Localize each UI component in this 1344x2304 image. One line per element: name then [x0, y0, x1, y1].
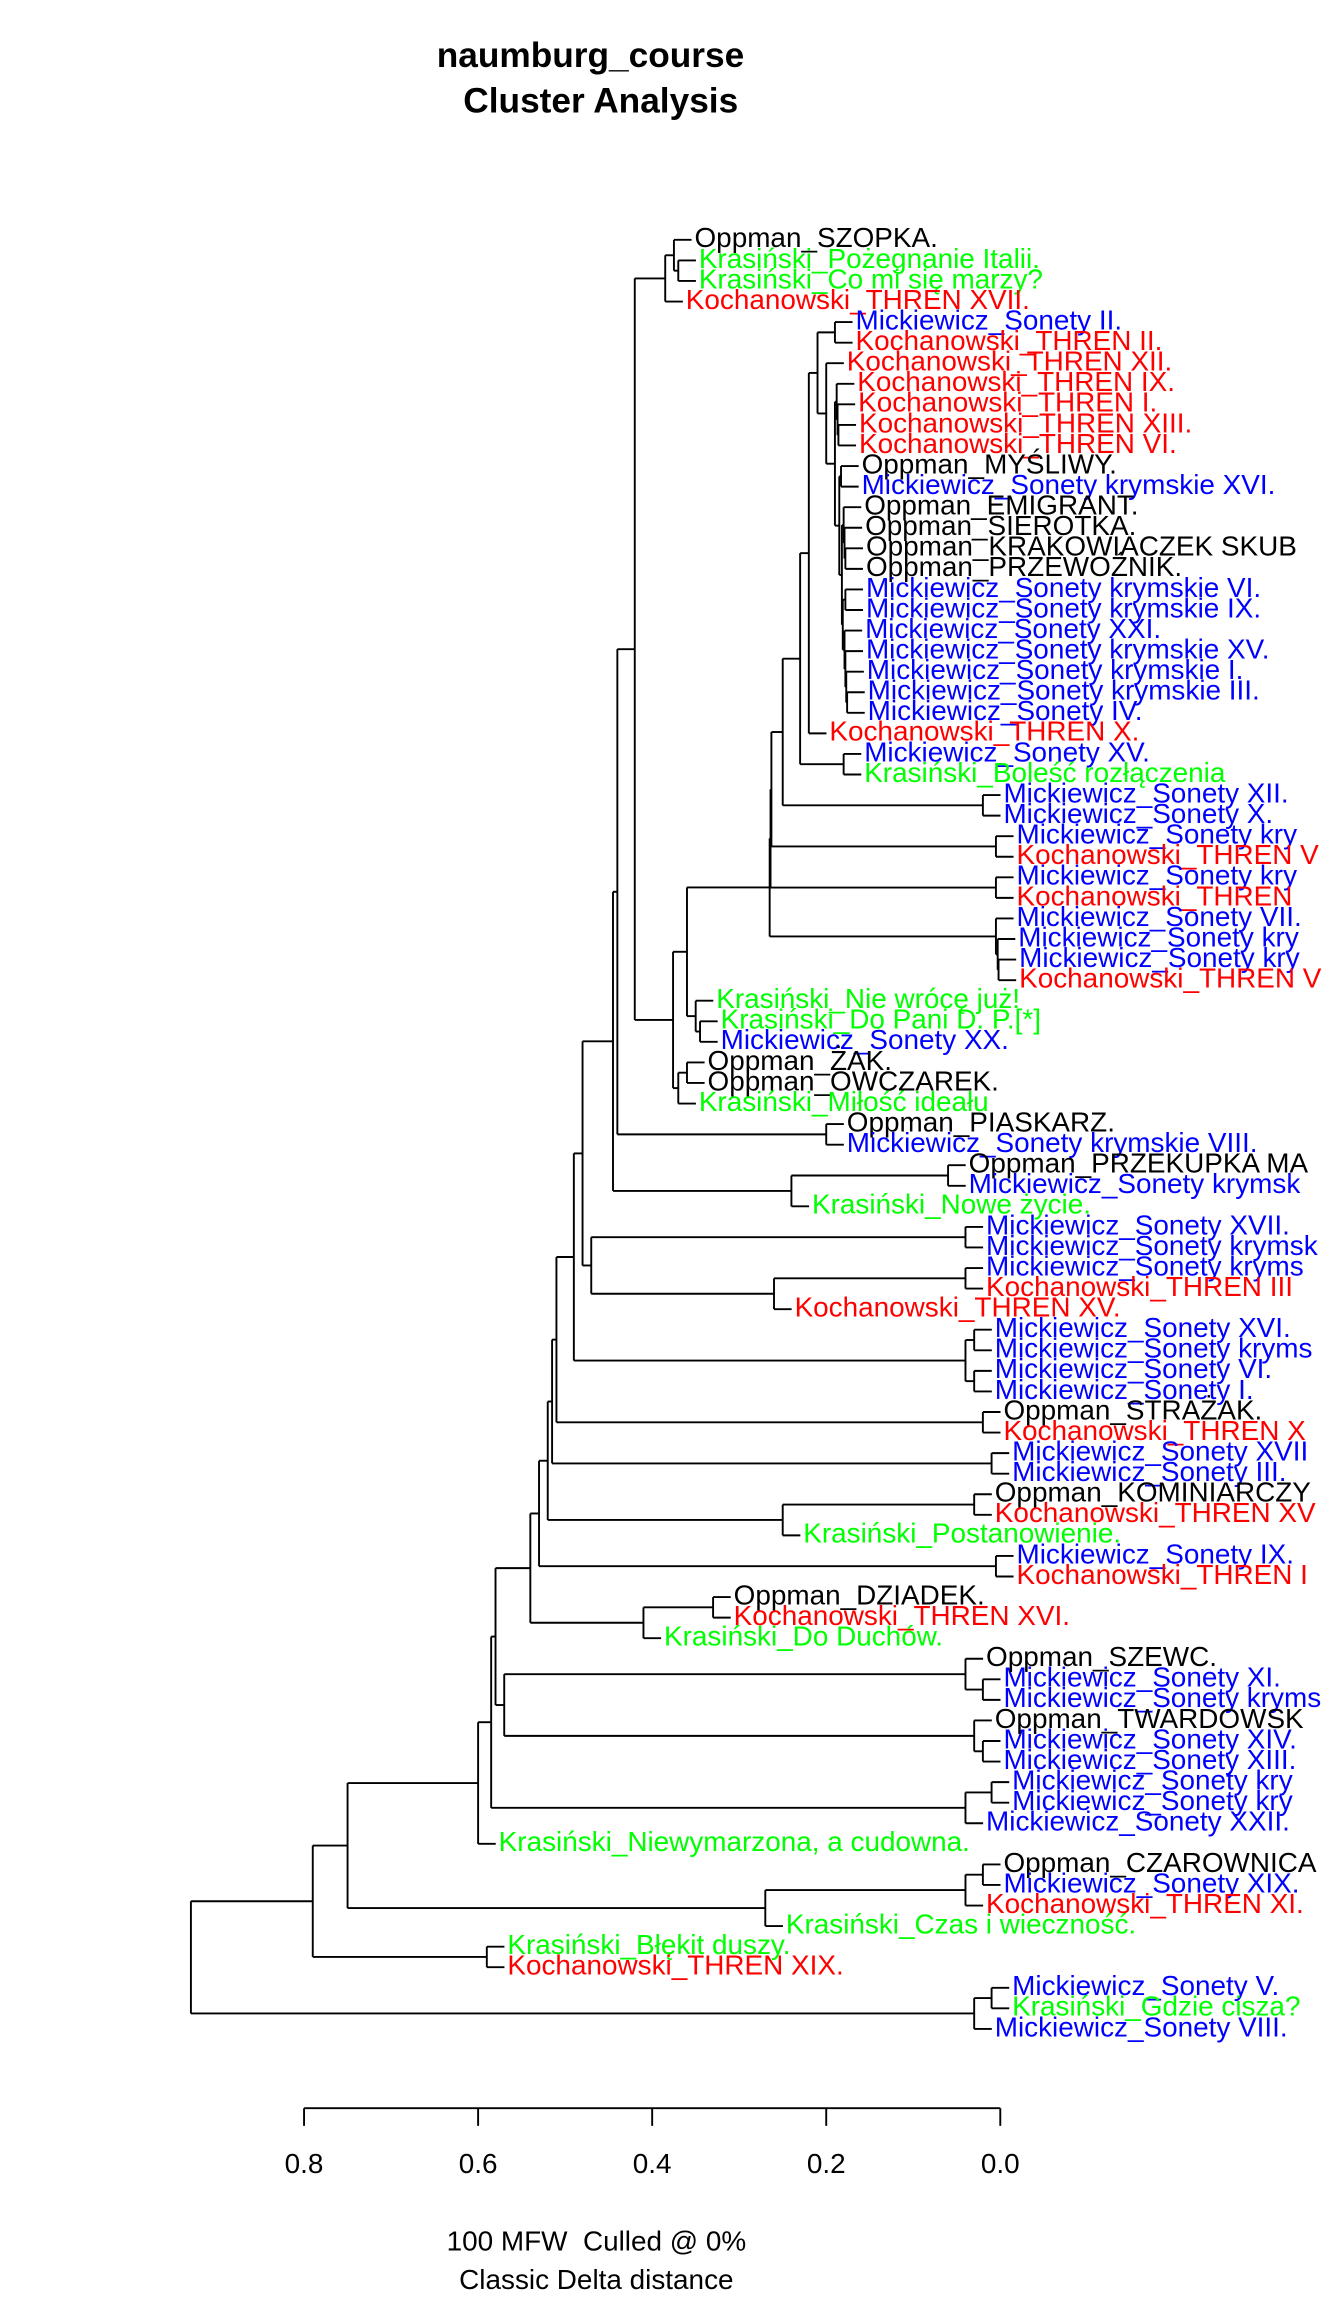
- leaf-label: Mickiewicz_Sonety XV.: [864, 736, 1150, 767]
- leaf-label: Mickiewicz_Sonety krymsk: [986, 1230, 1318, 1261]
- leaf-label: Mickiewicz_Sonety X.: [1003, 798, 1273, 829]
- leaf-label: Oppman_DZIADEK.: [734, 1579, 985, 1610]
- leaf-label: Oppman_SZEWC.: [986, 1641, 1217, 1672]
- leaf-label: Mickiewicz_Sonety I.: [995, 1374, 1254, 1405]
- leaf-label: Mickiewicz_Sonety kry: [1019, 942, 1300, 973]
- x-axis-label: Classic Delta distance: [459, 2264, 733, 2295]
- x-tick-label: 0.2: [807, 2148, 846, 2179]
- leaf-label: Kochanowski_THREN I.: [858, 387, 1157, 418]
- leaf-label: Kochanowski_THREN III: [986, 1271, 1293, 1302]
- leaf-label: Krasiński_Nie wrócę już!: [716, 983, 1020, 1014]
- leaf-label: Mickiewicz_Sonety kry: [1017, 860, 1298, 891]
- leaf-label: Kochanowski_THREN XV: [995, 1497, 1316, 1528]
- leaf-label: Kochanowski_THREN XII.: [847, 346, 1173, 377]
- leaf-label: Kochanowski_THREN V: [1019, 963, 1322, 994]
- leaf-label: Kochanowski_THREN II.: [855, 325, 1162, 356]
- leaf-label: Oppman_ŻAK.: [708, 1045, 892, 1076]
- leaf-label: Oppman_TWARDOWSK: [995, 1703, 1304, 1734]
- leaf-label: Oppman_SIEROTKA.: [865, 510, 1136, 541]
- leaf-label: Kochanowski_THREN V: [1017, 839, 1320, 870]
- leaf-label: Mickiewicz_Sonety kry: [1012, 1785, 1293, 1816]
- leaf-label: Mickiewicz_Sonety XVII: [1012, 1435, 1308, 1466]
- leaf-label: Mickiewicz_Sonety VIII.: [995, 2011, 1288, 2042]
- leaf-label: Mickiewicz_Sonety IX.: [1017, 1538, 1294, 1569]
- leaf-label: Oppman_EMIGRANT.: [864, 490, 1138, 521]
- leaf-label: Mickiewicz_Sonety VII.: [1017, 901, 1302, 932]
- leaf-label: Oppman_MYŚLIWY.: [862, 447, 1117, 479]
- leaf-label: Krasiński_Nowe życie.: [812, 1189, 1091, 1220]
- leaf-label: Krasiński_Co mi się marzy?: [699, 263, 1043, 294]
- leaf-label: Mickiewicz_Sonety krymskie IX.: [866, 592, 1261, 623]
- leaf-label: Mickiewicz_Sonety XX.: [721, 1024, 1009, 1055]
- leaf-label: Mickiewicz_Sonety kryms: [995, 1333, 1313, 1364]
- leaf-label: Mickiewicz_Sonety krymskie VI.: [866, 572, 1261, 603]
- leaf-label: Mickiewicz_Sonety II.: [855, 304, 1122, 335]
- leaf-label: Mickiewicz_Sonety krymskie VIII.: [847, 1127, 1258, 1158]
- leaf-label: Mickiewicz_Sonety kryms: [986, 1250, 1304, 1281]
- leaf-label: Kochanowski_THREN XIX.: [507, 1950, 843, 1981]
- leaf-label: Mickiewicz_Sonety kry: [1017, 819, 1298, 850]
- leaf-label: Mickiewicz_Sonety XIV.: [1003, 1723, 1297, 1754]
- chart-subtitle: Cluster Analysis: [463, 82, 738, 121]
- leaf-label: Mickiewicz_Sonety XXII.: [986, 1806, 1290, 1837]
- leaf-label: Mickiewicz_Sonety krymskie XVI.: [862, 469, 1276, 500]
- leaf-label: Mickiewicz_Sonety VI.: [995, 1353, 1272, 1384]
- leaf-label: Mickiewicz_Sonety III.: [1012, 1456, 1286, 1487]
- leaf-label: Krasiński_Niewymarzona, a cudowna.: [499, 1826, 970, 1857]
- leaf-label: Mickiewicz_Sonety V.: [1012, 1970, 1279, 2001]
- leaf-label: Krasiński_Do Duchów.: [664, 1621, 943, 1652]
- leaf-label: Oppman_STRAŻAK.: [1003, 1394, 1262, 1425]
- leaf-label: Kochanowski_THREN X: [1003, 1415, 1306, 1446]
- leaf-label: Mickiewicz_Sonety kry: [1018, 921, 1299, 952]
- leaf-label: Kochanowski_THREN I: [1017, 1559, 1308, 1590]
- leaf-label: Krasiński_Czas i wieczność.: [786, 1908, 1136, 1939]
- x-tick-label: 0.8: [285, 2148, 324, 2179]
- leaf-label: Oppman_PRZEKUPKA MA: [969, 1148, 1309, 1179]
- leaf-label: Kochanowski_THREN XI.: [986, 1888, 1304, 1919]
- leaf-label: Mickiewicz_Sonety XVII.: [986, 1209, 1290, 1240]
- leaf-label: Kochanowski_THREN: [1017, 880, 1293, 911]
- leaf-label: Krasiński_Boleść rozłączenia: [864, 757, 1226, 788]
- leaf-label: Oppman_SZOPKA.: [694, 222, 937, 253]
- leaf-label: Mickiewicz_Sonety XVI.: [995, 1312, 1291, 1343]
- leaf-label: Mickiewicz_Sonety krymskie III.: [868, 675, 1260, 706]
- leaf-label: Krasiński_Błękit duszy.: [507, 1929, 790, 1960]
- leaf-label: Mickiewicz_Sonety XIII.: [1003, 1744, 1296, 1775]
- x-tick-label: 0.6: [459, 2148, 498, 2179]
- leaf-label: Kochanowski_THREN XVII.: [686, 284, 1030, 315]
- leaf-label: Mickiewicz_Sonety krymskie I.: [867, 654, 1244, 685]
- leaf-label: Mickiewicz_Sonety XI.: [1003, 1662, 1280, 1693]
- leaf-label: Oppman_PRZEWOŹNIK.: [866, 551, 1182, 582]
- leaf-label: Krasiński_Pożegnanie Italii.: [699, 243, 1040, 274]
- leaf-label: Kochanowski_THREN X.: [829, 716, 1139, 747]
- leaf-label: Kochanowski_THREN XVI.: [734, 1600, 1070, 1631]
- leaf-label: Mickiewicz_Sonety kryms: [1003, 1682, 1321, 1713]
- leaf-label: Oppman_PIASKARZ.: [847, 1106, 1115, 1137]
- leaf-label: Mickiewicz_Sonety XII.: [1003, 777, 1288, 808]
- x-tick-label: 0.4: [633, 2148, 672, 2179]
- x-axis-label: 100 MFW Culled @ 0%: [447, 2226, 747, 2257]
- leaf-label: Kochanowski_THREN IX.: [857, 366, 1175, 397]
- leaf-label: Mickiewicz_Sonety kry: [1012, 1765, 1293, 1796]
- leaf-label: Kochanowski_THREN XV.: [795, 1292, 1121, 1323]
- leaf-label: Mickiewicz_Sonety XIX.: [1003, 1867, 1299, 1898]
- leaf-label: Krasiński_Do Pani D. P.[*]: [721, 1004, 1041, 1035]
- leaf-label: Kochanowski_THREN XIII.: [859, 407, 1192, 438]
- leaf-label: Mickiewicz_Sonety XXI.: [865, 613, 1161, 644]
- leaf-label: Oppman_CZAROWNICA: [1003, 1847, 1316, 1878]
- x-tick-label: 0.0: [981, 2148, 1020, 2179]
- leaf-label: Oppman_KRAKOWIACZEK SKUB: [866, 531, 1297, 562]
- leaf-label: Krasiński_Postanowienie.: [803, 1518, 1121, 1549]
- chart-title: naumburg_course: [437, 36, 745, 75]
- leaf-label: Krasiński_Gdzie cisza?: [1012, 1991, 1300, 2022]
- leaf-label: Oppman_KOMINIARCZY: [995, 1477, 1311, 1508]
- leaf-label: Mickiewicz_Sonety krymsk: [969, 1168, 1301, 1199]
- leaf-label: Oppman_OWCZAREK.: [708, 1065, 999, 1096]
- leaf-label: Mickiewicz_Sonety krymskie XV.: [866, 633, 1270, 664]
- leaf-label: Krasiński_Miłość ideału: [699, 1086, 989, 1117]
- leaf-label: Kochanowski_THREN VI.: [859, 428, 1177, 459]
- leaf-label: Mickiewicz_Sonety IV.: [868, 695, 1143, 726]
